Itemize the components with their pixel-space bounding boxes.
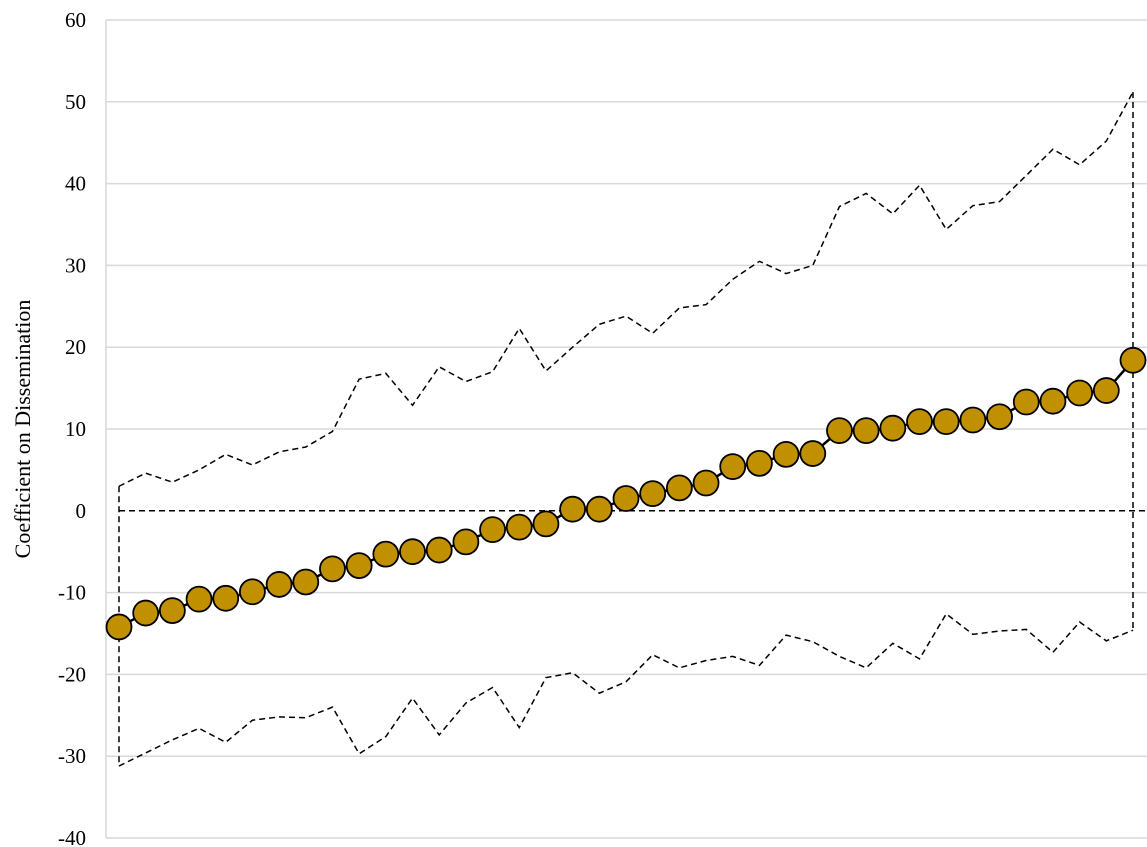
estimate-point — [239, 578, 266, 606]
estimate-point — [799, 440, 827, 467]
estimate-point — [772, 440, 800, 468]
estimate-point — [1092, 377, 1120, 404]
y-tick-label: -30 — [58, 744, 86, 768]
y-tick-label: 40 — [65, 172, 86, 196]
estimate-point — [719, 453, 747, 481]
y-tick-label: -10 — [58, 581, 86, 605]
estimate-point — [665, 474, 693, 502]
estimate-point — [559, 495, 587, 523]
estimate-point — [105, 613, 133, 641]
y-tick-label: 30 — [65, 253, 86, 277]
estimate-point — [399, 538, 426, 566]
estimate-point — [906, 408, 933, 436]
estimate-point — [1119, 346, 1147, 374]
estimate-point — [319, 555, 346, 583]
estimate-point — [612, 485, 640, 512]
estimate-point — [158, 597, 186, 624]
estimate-point — [212, 584, 240, 612]
estimate-point — [292, 568, 320, 596]
estimate-point — [265, 571, 293, 598]
estimate-point — [746, 449, 773, 477]
y-axis-title: Coefficient on Dissemination — [10, 300, 35, 559]
estimate-point — [826, 417, 853, 445]
y-tick-label: 0 — [76, 499, 87, 523]
estimate-point — [639, 480, 667, 508]
estimate-point — [879, 414, 907, 442]
lower-bound-line — [118, 612, 1134, 767]
y-tick-label: -40 — [58, 826, 86, 847]
estimate-point — [185, 585, 213, 613]
estimate-point — [532, 510, 560, 538]
estimate-point — [986, 403, 1013, 431]
confidence-bounds — [118, 91, 1147, 767]
estimate-point — [1066, 379, 1094, 407]
estimate-point — [1039, 387, 1067, 415]
estimate-point — [479, 516, 506, 544]
estimate-point — [959, 406, 987, 434]
estimate-series — [105, 346, 1147, 641]
estimate-point — [372, 540, 400, 568]
estimate-point — [1012, 388, 1040, 416]
y-tick-label: 60 — [65, 8, 86, 32]
y-tick-labels: -40 -30 -20 -10 0 10 20 30 40 50 60 — [58, 8, 86, 847]
estimate-point — [852, 417, 880, 445]
estimate-point — [692, 469, 720, 497]
estimate-point — [452, 528, 480, 556]
estimate-point — [132, 599, 160, 627]
upper-bound-line — [118, 91, 1134, 487]
gridlines — [106, 19, 1147, 839]
y-tick-label: 10 — [65, 417, 86, 441]
estimate-point — [425, 536, 453, 564]
y-tick-label: 20 — [65, 335, 86, 359]
estimate-point — [345, 552, 373, 580]
y-tick-label: -20 — [58, 662, 86, 686]
y-tick-label: 50 — [65, 90, 86, 114]
estimate-point — [505, 513, 533, 541]
estimate-point — [932, 408, 960, 436]
estimate-point — [585, 495, 613, 523]
